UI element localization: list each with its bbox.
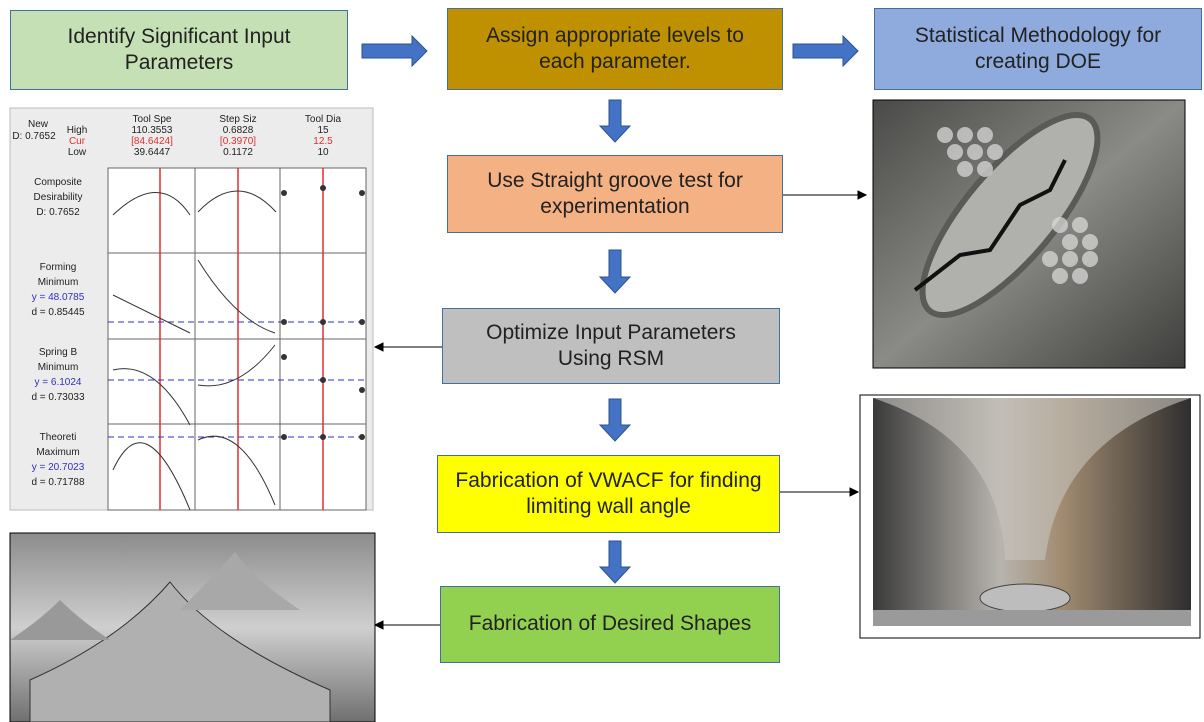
- step-box: Use Straight groove test for experimenta…: [447, 155, 783, 233]
- block-arrow: [598, 540, 632, 584]
- step-box: Fabrication of Desired Shapes: [440, 586, 780, 663]
- groove-photo: [872, 99, 1186, 369]
- response-curves: [112, 190, 277, 511]
- plot-label: Minimum: [38, 277, 79, 288]
- block-arrow: [598, 249, 632, 294]
- plot-label: 0.1172: [223, 147, 253, 158]
- plot-label: Tool Spe: [133, 114, 172, 125]
- plot-label: D: 0.7652: [12, 131, 56, 142]
- down-arrows: [598, 99, 632, 584]
- plot-label: 0.6828: [223, 125, 254, 136]
- connectors: [373, 190, 868, 630]
- arrow-head: [857, 190, 868, 200]
- plot-label: [84.6424]: [131, 136, 173, 147]
- step-box: Optimize Input Parameters Using RSM: [442, 308, 780, 384]
- current-lines: [159, 168, 324, 510]
- block-arrow: [598, 99, 632, 143]
- plot-label: Tool Dia: [305, 114, 342, 125]
- plot-label: 110.3553: [132, 125, 173, 136]
- block-arrow: [598, 398, 632, 442]
- plot-label: d = 0.71788: [31, 477, 85, 488]
- plot-label: Maximum: [36, 447, 79, 458]
- plot-label: d = 0.85445: [31, 307, 85, 318]
- plot-label: Spring B: [39, 347, 78, 358]
- plot-label: y = 48.0785: [32, 292, 85, 303]
- plot-label: Composite: [34, 177, 82, 188]
- plot-label: 39.6447: [134, 147, 171, 158]
- plot-label: 10: [317, 147, 329, 158]
- step-box: Identify Significant Input Parameters: [10, 10, 348, 90]
- plot-label: New: [28, 119, 49, 130]
- plot-label: Desirability: [34, 192, 83, 203]
- plot-label: 15: [317, 125, 329, 136]
- plot-label: D: 0.7652: [36, 207, 80, 218]
- plot-label: y = 6.1024: [35, 377, 82, 388]
- arrow-head: [373, 620, 384, 630]
- plot-label: y = 20.7023: [32, 462, 85, 473]
- step-box: Fabrication of VWACF for finding limitin…: [437, 455, 780, 533]
- vwacf-photo: [859, 394, 1201, 639]
- plot-label: 12.5: [313, 136, 333, 147]
- step-box: Statistical Methodology for creating DOE: [874, 8, 1202, 90]
- response-dots: [281, 185, 365, 440]
- arrow-head: [373, 342, 384, 352]
- block-arrow: [792, 34, 859, 68]
- plot-label: High: [67, 125, 88, 136]
- plot-label: Step Siz: [219, 114, 256, 125]
- plot-label: Cur: [69, 136, 86, 147]
- block-arrow: [361, 34, 428, 68]
- arrow-head: [849, 487, 860, 497]
- plot-label: Minimum: [38, 362, 79, 373]
- plot-rows: Composite Desirability D: 0.7652 Forming Min…: [31, 177, 85, 488]
- optimization-plot: New D: 0.7652 High Cur Low Tool Spe110.3…: [9, 107, 374, 511]
- plot-label: Low: [68, 147, 87, 158]
- shapes-photo: [9, 532, 376, 722]
- plot-label: d = 0.73033: [31, 392, 85, 403]
- step-box: Assign appropriate levels to each parame…: [447, 8, 783, 90]
- plot-label: [0.3970]: [220, 136, 256, 147]
- plot-label: Theoreti: [40, 432, 77, 443]
- plot-label: Forming: [40, 262, 77, 273]
